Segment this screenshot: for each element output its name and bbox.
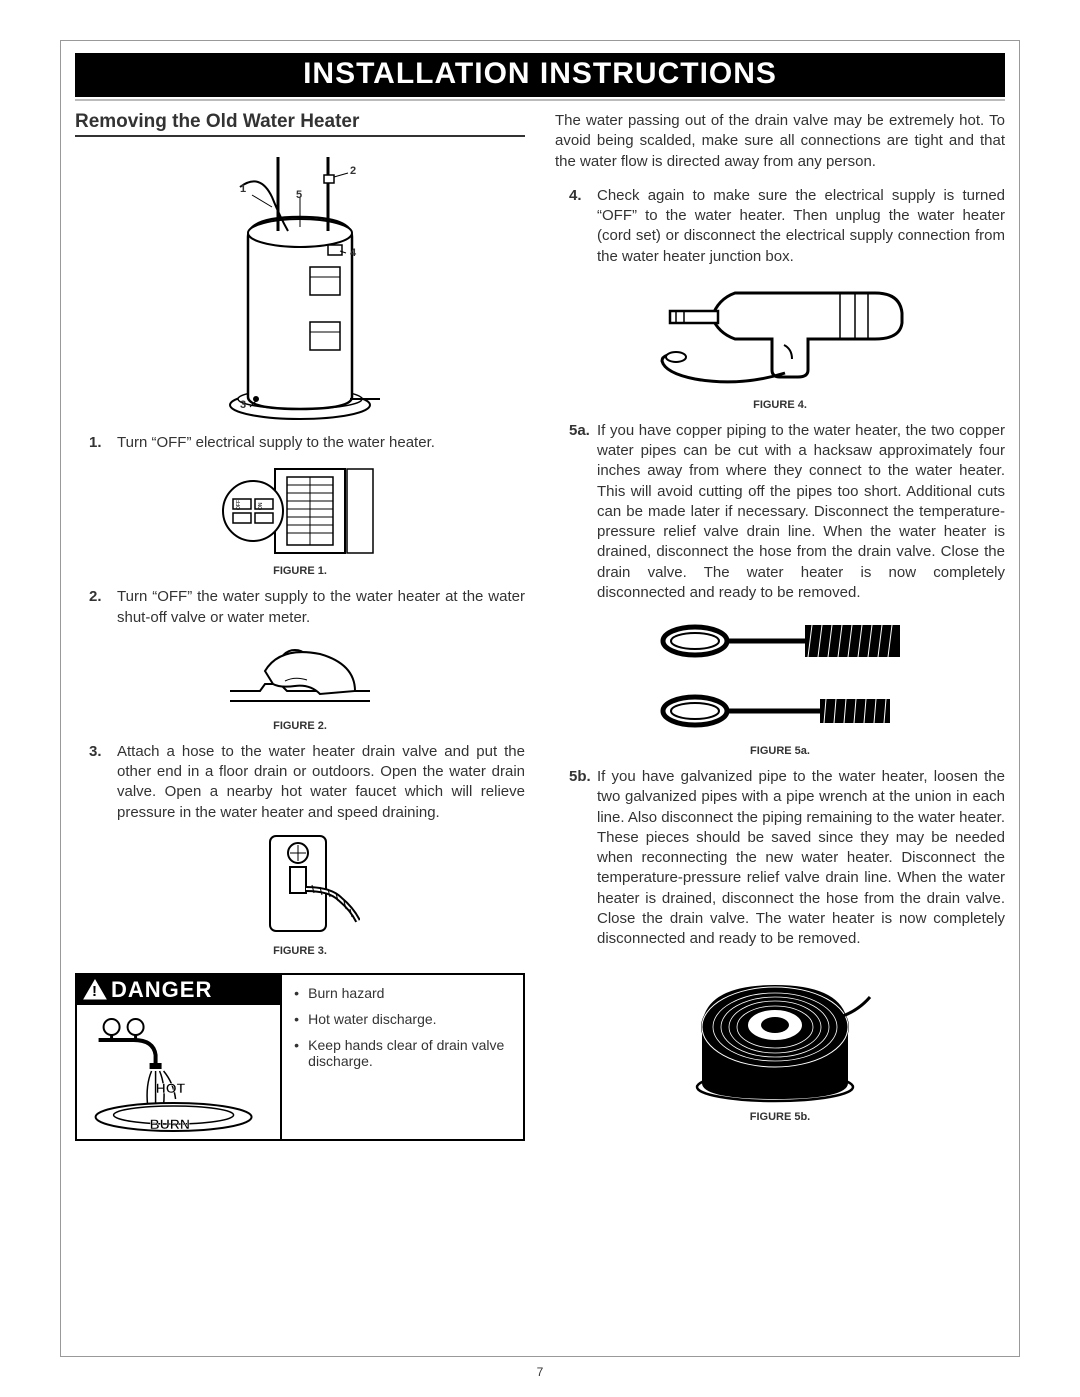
figure-5a (555, 611, 1005, 741)
danger-left-panel: ! DANGER (77, 975, 282, 1139)
callout-3: 3 (240, 399, 246, 411)
intro-paragraph: The water passing out of the drain valve… (555, 111, 1005, 172)
danger-header: ! DANGER (77, 975, 280, 1005)
svg-text:!: ! (92, 983, 98, 1000)
danger-bullet-2: Hot water discharge. (308, 1011, 436, 1027)
section-heading: Removing the Old Water Heater (75, 111, 525, 137)
two-column-layout: Removing the Old Water Heater (75, 111, 1005, 1141)
figure-5a-caption: FIGURE 5a. (555, 745, 1005, 757)
svg-text:ON: ON (258, 502, 264, 510)
danger-bullets: •Burn hazard •Hot water discharge. •Keep… (282, 975, 523, 1139)
burn-label: BURN (150, 1116, 190, 1132)
figure-5b (555, 957, 1005, 1107)
step-text: Turn “OFF” electrical supply to the wate… (117, 433, 525, 453)
figure-3-caption: FIGURE 3. (75, 945, 525, 957)
title-underline (75, 99, 1005, 101)
step-number: 5a. (569, 421, 597, 603)
callout-1: 1 (240, 183, 246, 195)
step-number: 4. (569, 186, 597, 267)
main-diagram: 1 2 5 4 3 (75, 147, 525, 427)
danger-warning-box: ! DANGER (75, 973, 525, 1141)
step-3: 3. Attach a hose to the water heater dra… (89, 742, 525, 823)
danger-bullet-1: Burn hazard (308, 985, 384, 1001)
figure-4 (555, 275, 1005, 395)
page-border: INSTALLATION INSTRUCTIONS Removing the O… (60, 40, 1020, 1357)
step-number: 3. (89, 742, 117, 823)
step-5a: 5a. If you have copper piping to the wat… (569, 421, 1005, 603)
step-text: If you have copper piping to the water h… (597, 421, 1005, 603)
hot-label: HOT (156, 1080, 186, 1096)
callout-2: 2 (350, 165, 356, 177)
step-number: 5b. (569, 767, 597, 949)
danger-label: DANGER (111, 977, 212, 1003)
figure-2 (75, 636, 525, 716)
danger-bullet-3: Keep hands clear of drain valve discharg… (308, 1037, 511, 1069)
page-title-bar: INSTALLATION INSTRUCTIONS (75, 53, 1005, 97)
step-text: Attach a hose to the water heater drain … (117, 742, 525, 823)
callout-4: 4 (350, 247, 356, 259)
figure-4-caption: FIGURE 4. (555, 399, 1005, 411)
figure-5b-caption: FIGURE 5b. (555, 1111, 1005, 1123)
figure-1-caption: FIGURE 1. (75, 565, 525, 577)
svg-text:OFF: OFF (236, 500, 242, 510)
step-number: 1. (89, 433, 117, 453)
step-5b: 5b. If you have galvanized pipe to the w… (569, 767, 1005, 949)
figure-2-caption: FIGURE 2. (75, 720, 525, 732)
figure-3 (75, 831, 525, 941)
step-4: 4. Check again to make sure the electric… (569, 186, 1005, 267)
step-2: 2. Turn “OFF” the water supply to the wa… (89, 587, 525, 628)
step-number: 2. (89, 587, 117, 628)
left-column: Removing the Old Water Heater (75, 111, 525, 1141)
figure-1: OFF ON (75, 461, 525, 561)
page-number: 7 (0, 1365, 1080, 1379)
step-text: Turn “OFF” the water supply to the water… (117, 587, 525, 628)
right-column: The water passing out of the drain valve… (555, 111, 1005, 1141)
step-1: 1. Turn “OFF” electrical supply to the w… (89, 433, 525, 453)
callout-5: 5 (296, 189, 302, 201)
step-text: If you have galvanized pipe to the water… (597, 767, 1005, 949)
step-text: Check again to make sure the electrical … (597, 186, 1005, 267)
